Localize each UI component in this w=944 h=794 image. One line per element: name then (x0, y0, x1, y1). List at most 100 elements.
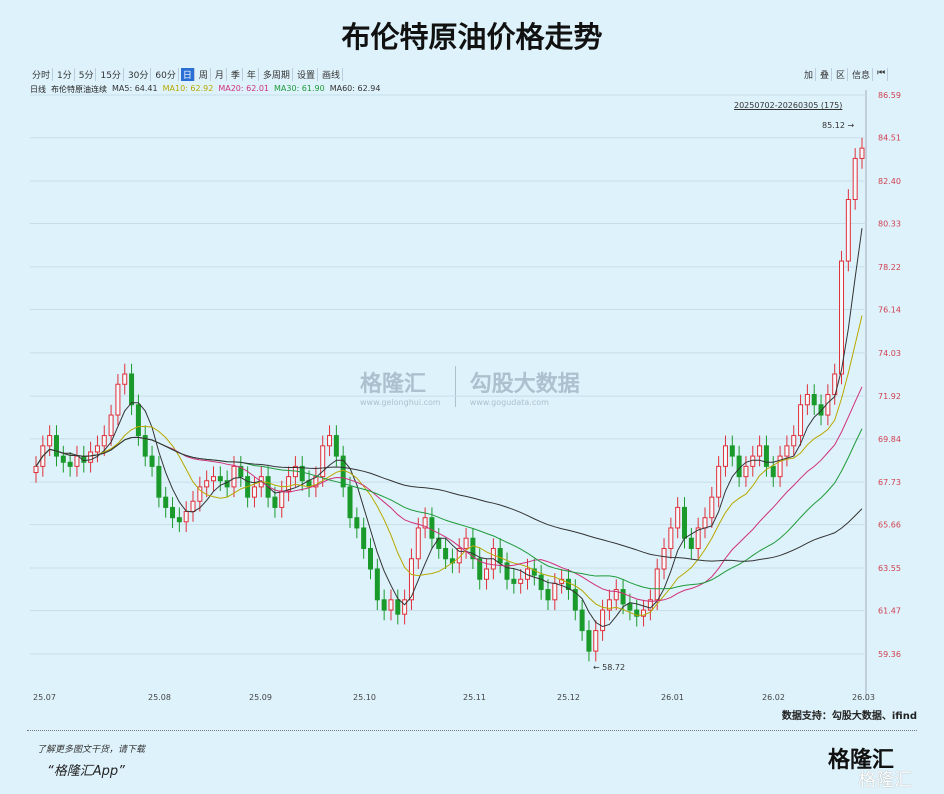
candle (224, 480, 230, 488)
candle (675, 506, 681, 529)
candle (627, 603, 633, 611)
candle (634, 609, 640, 617)
candle (94, 445, 100, 453)
period-1[interactable]: 1分 (55, 68, 75, 81)
candle (33, 465, 39, 474)
y-tick-label: 86.59 (878, 91, 901, 100)
candle (525, 568, 531, 580)
x-tick-label: 25.12 (557, 693, 580, 702)
candle (784, 445, 790, 457)
tool-4[interactable]: ⏮ (875, 68, 889, 81)
watermark-brand-sub: www.gelonghui.com (360, 398, 441, 407)
candle (149, 455, 155, 467)
watermark-brand: 格隆汇 (360, 372, 427, 397)
x-tick-label: 26.03 (852, 693, 875, 702)
x-tick-label: 25.11 (463, 693, 486, 702)
period-4[interactable]: 30分 (126, 68, 152, 81)
candle (470, 537, 476, 560)
period-13[interactable]: 画线 (320, 68, 343, 81)
candle (654, 568, 660, 601)
legend-name: 布伦特原油连续 (51, 85, 107, 94)
y-tick-label: 80.33 (878, 220, 901, 229)
period-3[interactable]: 15分 (98, 68, 124, 81)
candle (497, 547, 503, 564)
period-7[interactable]: 周 (197, 68, 211, 81)
x-tick-label: 26.02 (762, 693, 785, 702)
y-tick-label: 82.40 (878, 177, 901, 186)
candle (299, 465, 305, 482)
date-range-label[interactable]: 20250702-20260305 (175) (734, 101, 843, 110)
candlestick-chart: 86.59 84.51 82.40 80.33 78.22 76.14 74.03 71.92… (30, 90, 901, 702)
candle (88, 451, 94, 463)
candle (367, 547, 373, 570)
legend-ma-3: MA30: 61.90 (274, 84, 325, 93)
candle (402, 599, 408, 615)
legend-ma-0: MA5: 64.41 (112, 84, 158, 93)
divider (27, 730, 917, 731)
watermark-partner: 勾股大数据 (469, 372, 580, 397)
candle (333, 435, 339, 457)
candle (832, 373, 838, 396)
candle (142, 435, 148, 457)
candle (757, 445, 763, 457)
period-11[interactable]: 多周期 (261, 68, 293, 81)
x-tick-label: 25.07 (33, 693, 56, 702)
candle (770, 465, 776, 478)
period-8[interactable]: 月 (213, 68, 227, 81)
period-5[interactable]: 60分 (153, 68, 179, 81)
candle (613, 589, 619, 601)
period-2[interactable]: 5分 (77, 68, 97, 81)
watermark: 格隆汇 www.gelonghui.com 勾股大数据 www.gogudata.c… (360, 366, 580, 407)
candle (477, 558, 483, 580)
promo-text: 了解更多图文干货，请下载 (37, 745, 146, 755)
candle (381, 599, 387, 611)
candle (729, 445, 735, 457)
legend-period: 日线 (30, 85, 46, 94)
candle (600, 609, 606, 632)
period-toolbar: 分时 1分 5分 15分 30分 60分日周月季年多周期 设置 画线 (30, 68, 343, 81)
tool-0[interactable]: 加 (802, 68, 817, 81)
y-tick-label: 69.84 (878, 435, 901, 444)
candle (702, 517, 708, 529)
candle (511, 578, 517, 584)
tool-3[interactable]: 信息 (850, 68, 874, 81)
x-tick-label: 25.09 (249, 693, 272, 702)
period-0[interactable]: 分时 (30, 68, 54, 81)
min-price-label: ← 58.72 (593, 663, 625, 672)
candle (408, 558, 414, 601)
ma60-line (35, 436, 863, 562)
y-tick-label: 76.14 (878, 306, 901, 315)
y-tick-label: 74.03 (878, 349, 901, 358)
period-10[interactable]: 年 (245, 68, 259, 81)
candle (354, 517, 360, 529)
x-tick-label: 25.10 (353, 693, 376, 702)
period-6[interactable]: 日 (180, 68, 195, 81)
candle (443, 547, 449, 560)
candle (777, 455, 783, 478)
candle (688, 537, 694, 549)
legend-ma-2: MA20: 62.01 (218, 84, 270, 93)
candle (67, 461, 73, 467)
candle (695, 527, 701, 549)
candle (122, 373, 128, 385)
tool-1[interactable]: 叠 (818, 68, 833, 81)
period-9[interactable]: 季 (229, 68, 243, 81)
watermark-partner-sub: www.gogudata.com (469, 398, 549, 407)
candle (47, 435, 53, 447)
candle (320, 445, 326, 478)
candle (238, 465, 244, 478)
ma5-line (35, 228, 863, 628)
brand-logo: 格隆汇 (828, 748, 895, 773)
candle (586, 630, 592, 652)
candle (53, 435, 59, 457)
period-12[interactable]: 设置 (295, 68, 318, 81)
candle (743, 465, 749, 478)
candle (429, 517, 435, 539)
candle (286, 476, 292, 492)
candle (709, 496, 715, 519)
candle (552, 582, 558, 601)
candle (156, 465, 162, 498)
candle (74, 455, 80, 467)
tool-2[interactable]: 区 (834, 68, 849, 81)
candle (183, 511, 189, 523)
